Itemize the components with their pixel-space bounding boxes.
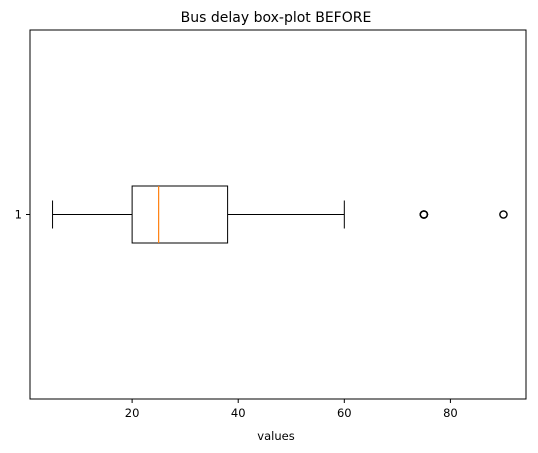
x-tick-label: 40 [231, 406, 246, 420]
outlier-point [499, 210, 508, 219]
chart-marks [52, 185, 508, 244]
y-tick-label: 1 [15, 208, 22, 222]
x-tick-label: 80 [443, 406, 458, 420]
outlier-point [419, 210, 429, 219]
box-iqr [131, 185, 229, 244]
x-axis-label: values [257, 429, 294, 443]
x-axis-ticks: 20 40 60 80 [125, 399, 458, 420]
x-tick-label: 60 [337, 406, 352, 420]
x-tick-label: 20 [125, 406, 140, 420]
chart-title: Bus delay box-plot BEFORE [181, 10, 372, 26]
y-axis-ticks: 1 [15, 208, 30, 222]
